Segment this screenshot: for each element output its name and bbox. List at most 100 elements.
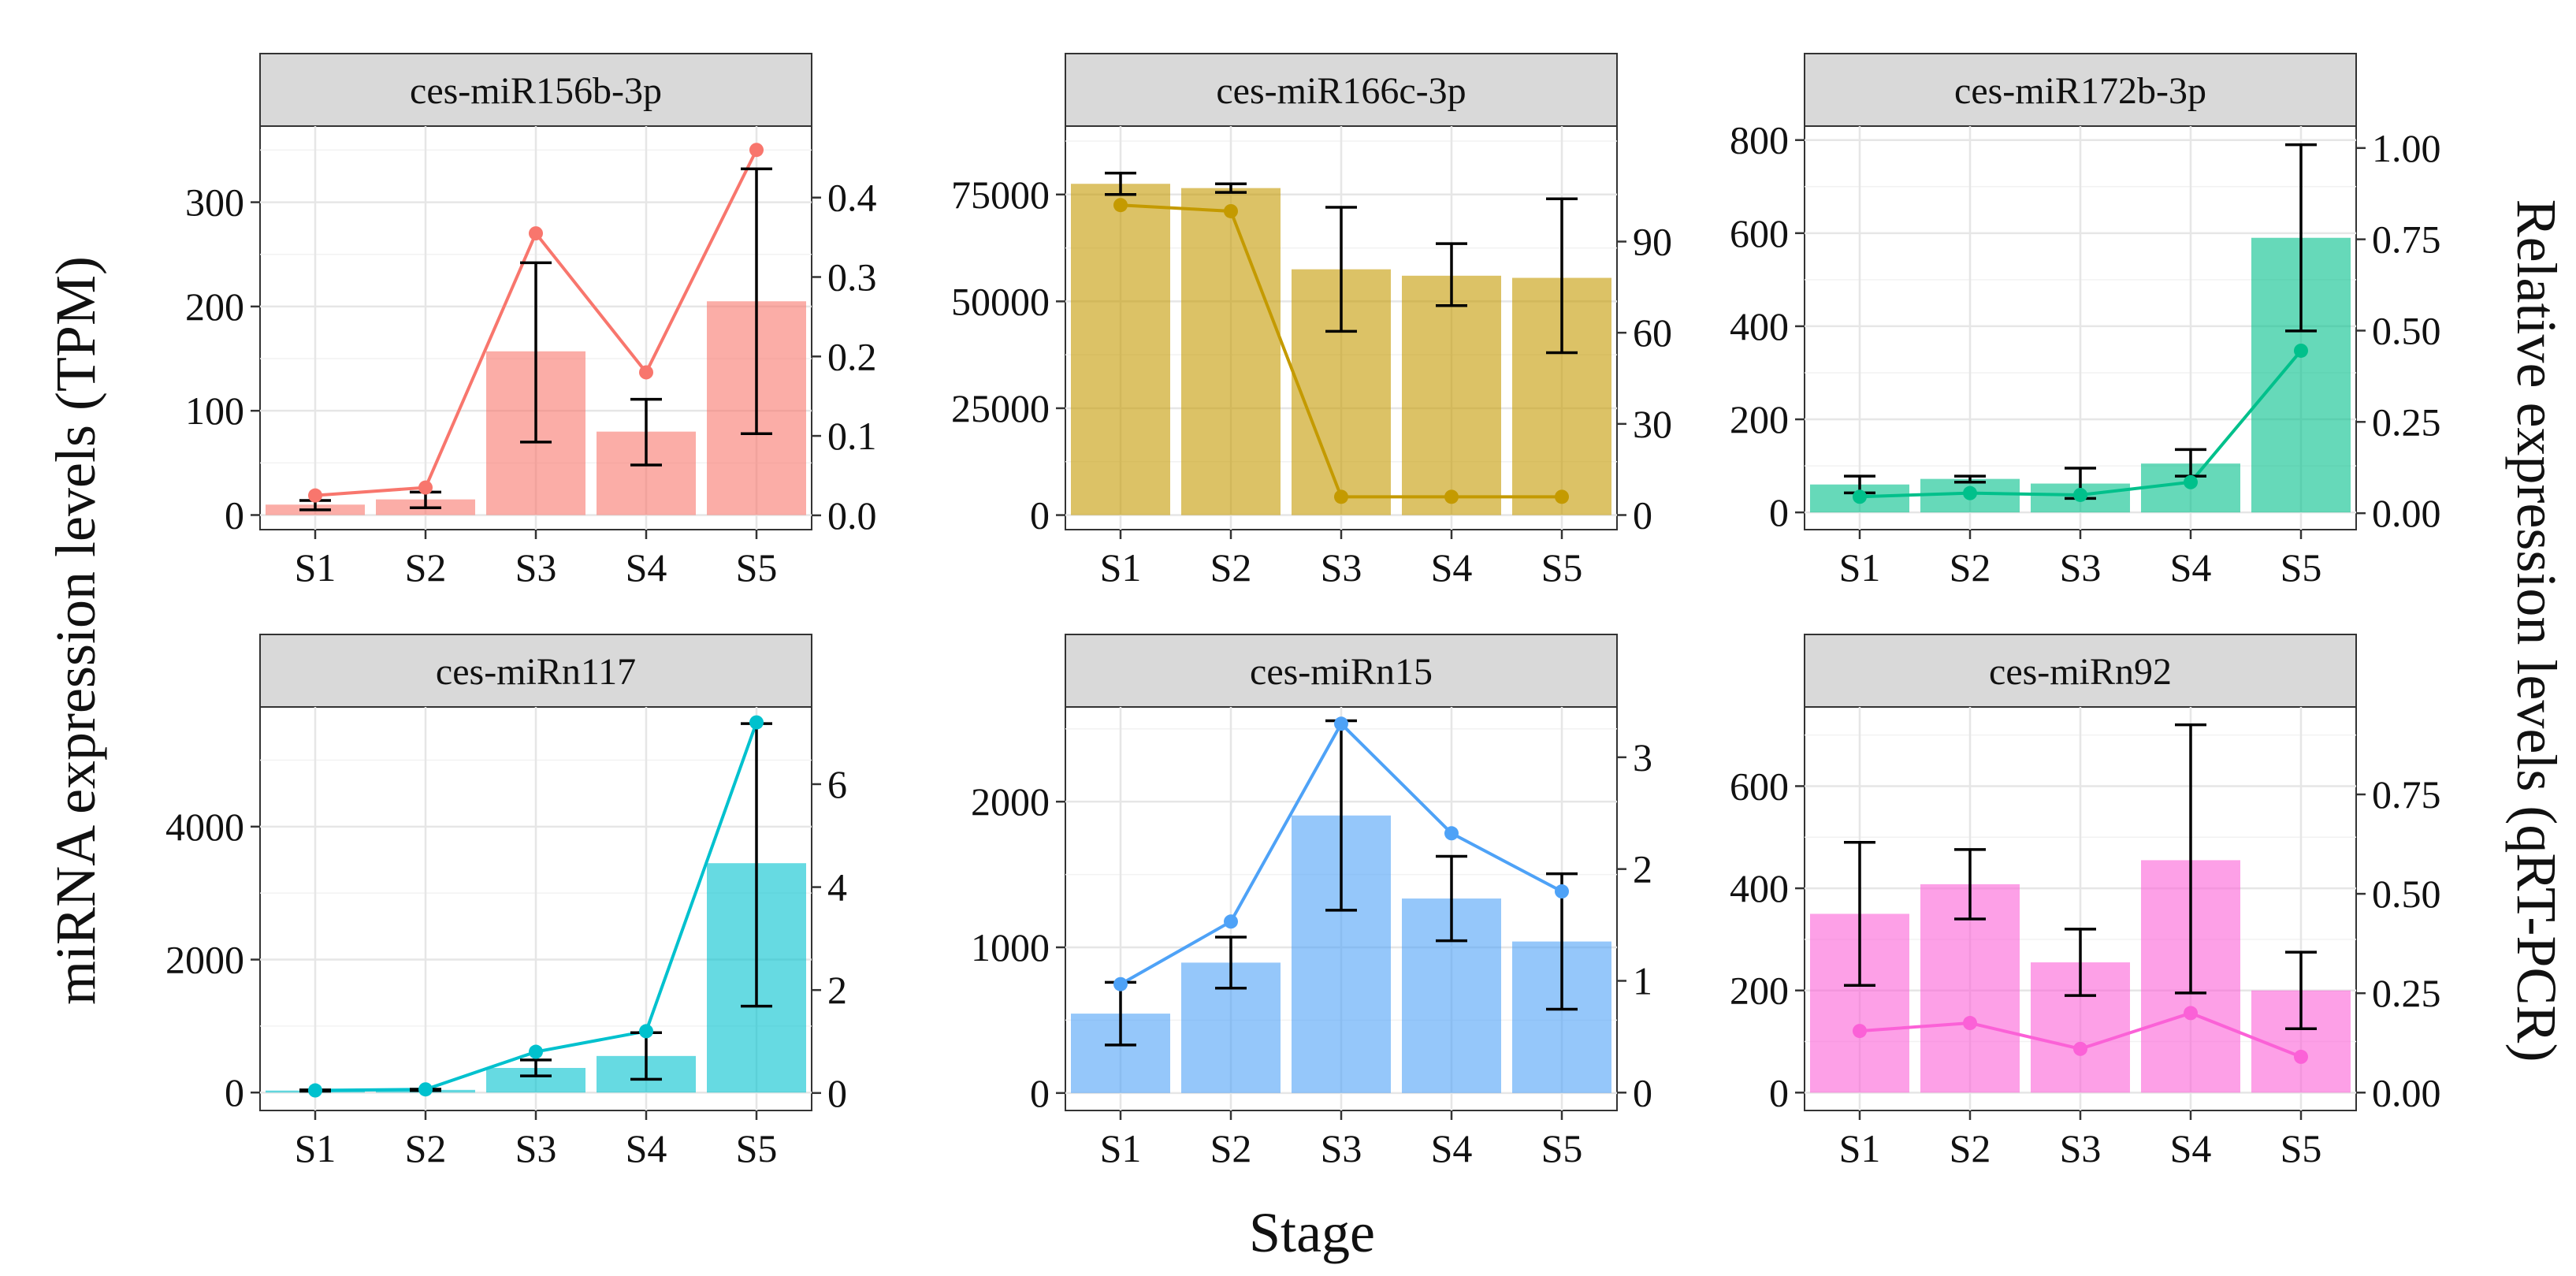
x-tick-label: S4	[2170, 545, 2212, 590]
y2-tick-label: 0.3	[827, 255, 877, 299]
series-point-S4	[639, 1024, 653, 1039]
y-tick-label: 4000	[165, 805, 244, 849]
series-point-S3	[529, 226, 543, 241]
series-point-S4	[1444, 489, 1459, 504]
x-tick-label: S1	[295, 1126, 336, 1170]
series-point-S5	[2294, 1049, 2308, 1064]
y2-tick-label: 0.75	[2372, 772, 2441, 817]
strip-background	[259, 53, 812, 127]
series-point-S4	[1444, 826, 1459, 841]
bar-S4	[1402, 275, 1501, 515]
y-tick-label: 2000	[165, 938, 244, 982]
strip-background	[1804, 634, 2357, 708]
x-tick-label: S2	[1950, 1126, 1991, 1170]
series-point-S2	[418, 1082, 433, 1097]
x-tick-label: S2	[1210, 1126, 1252, 1170]
y-tick-label: 400	[1730, 866, 1789, 910]
bar-S2	[1181, 188, 1281, 515]
bar-S1	[1071, 184, 1170, 515]
series-point-S2	[418, 480, 433, 495]
y2-tick-label: 2	[1633, 847, 1652, 891]
y-tick-label: 50000	[951, 279, 1050, 323]
series-point-S5	[2294, 343, 2308, 358]
y2-tick-label: 6	[827, 762, 847, 806]
x-tick-label: S5	[1541, 545, 1583, 590]
panel-title: ces-miRn15	[1250, 651, 1433, 693]
y2-tick-label: 60	[1633, 311, 1672, 355]
y2-tick-label: 90	[1633, 220, 1672, 264]
y2-tick-label: 0	[1633, 493, 1652, 537]
y-tick-label: 800	[1730, 118, 1789, 162]
x-tick-label: S4	[1431, 1126, 1473, 1170]
y2-tick-label: 1	[1633, 958, 1652, 1003]
y-tick-label: 0	[225, 493, 244, 537]
y-tick-label: 0	[1769, 1070, 1789, 1114]
series-point-S2	[1963, 1016, 1977, 1031]
series-point-S3	[1334, 489, 1348, 504]
y-tick-label: 300	[185, 180, 244, 225]
y-tick-label: 400	[1730, 304, 1789, 348]
series-point-S2	[1224, 203, 1238, 218]
x-tick-label: S3	[515, 545, 557, 590]
y2-tick-label: 0.4	[827, 176, 877, 220]
series-point-S3	[529, 1044, 543, 1059]
y-axis-title-left: miRNA expression levels (TPM)	[44, 256, 107, 1005]
x-tick-label: S5	[1541, 1126, 1583, 1170]
series-point-S4	[2184, 474, 2198, 489]
series-point-S4	[639, 365, 653, 380]
x-tick-label: S4	[626, 1126, 667, 1170]
panel-title: ces-miRn117	[436, 651, 636, 693]
panel-title: ces-miR172b-3p	[1954, 70, 2206, 112]
x-tick-label: S2	[405, 545, 447, 590]
x-tick-label: S1	[1839, 545, 1881, 590]
series-point-S1	[1113, 977, 1128, 991]
x-tick-label: S1	[1839, 1126, 1881, 1170]
y-tick-label: 0	[1769, 490, 1789, 534]
y2-tick-label: 2	[827, 968, 847, 1012]
series-point-S1	[1853, 489, 1867, 504]
y-tick-label: 0	[225, 1070, 244, 1114]
y2-tick-label: 0.50	[2372, 872, 2441, 916]
series-point-S5	[749, 715, 764, 730]
panel-4: ces-miRn117 0 2000 4000 0 2 4 6 S1 S2 S3 S4 S5	[165, 634, 847, 1170]
series-point-S4	[2184, 1006, 2198, 1021]
strip-background	[1804, 53, 2357, 127]
x-tick-label: S1	[1100, 545, 1142, 590]
y2-tick-label: 3	[1633, 735, 1652, 779]
panel-2: ces-miR166c-3p 0 25000 50000 75000 0 30 60 90 S1 S…	[951, 53, 1672, 590]
x-tick-label: S5	[2280, 545, 2322, 590]
series-point-S1	[1853, 1024, 1867, 1039]
y2-tick-label: 0.00	[2372, 491, 2441, 535]
y-tick-label: 200	[1730, 397, 1789, 441]
panel-1: ces-miR156b-3p 0 100 200 300 0.0 0.1 0.2 0.3 0.4 S…	[185, 53, 877, 590]
y-tick-label: 2000	[971, 779, 1050, 824]
y2-tick-label: 0.50	[2372, 308, 2441, 352]
y-tick-label: 100	[185, 389, 244, 433]
panel-title: ces-miR156b-3p	[410, 70, 662, 112]
y2-tick-label: 0.1	[827, 414, 877, 458]
x-tick-label: S3	[2060, 1126, 2102, 1170]
y-tick-label: 0	[1030, 1071, 1050, 1115]
series-point-S3	[1334, 716, 1348, 731]
panel-5: ces-miRn15 0 1000 2000 0 1 2 3 S1 S2 S3 S4 S5	[971, 634, 1652, 1170]
y-tick-label: 75000	[951, 173, 1050, 217]
y2-tick-label: 4	[827, 865, 847, 910]
y2-tick-label: 0	[827, 1071, 847, 1115]
series-point-S1	[1113, 198, 1128, 213]
x-tick-label: S4	[2170, 1126, 2212, 1170]
series-point-S2	[1963, 485, 1977, 500]
y-tick-label: 25000	[951, 386, 1050, 430]
x-tick-label: S3	[515, 1126, 557, 1170]
series-point-S3	[2073, 487, 2087, 502]
y-tick-label: 200	[185, 285, 244, 329]
y2-tick-label: 0.75	[2372, 218, 2441, 262]
series-point-S1	[308, 1083, 322, 1098]
x-tick-label: S2	[1210, 545, 1252, 590]
x-tick-label: S5	[736, 545, 778, 590]
x-tick-label: S2	[1950, 545, 1991, 590]
x-tick-label: S1	[295, 545, 336, 590]
strip-background	[259, 634, 812, 708]
series-point-S5	[749, 143, 764, 158]
x-tick-label: S3	[1321, 1126, 1362, 1170]
